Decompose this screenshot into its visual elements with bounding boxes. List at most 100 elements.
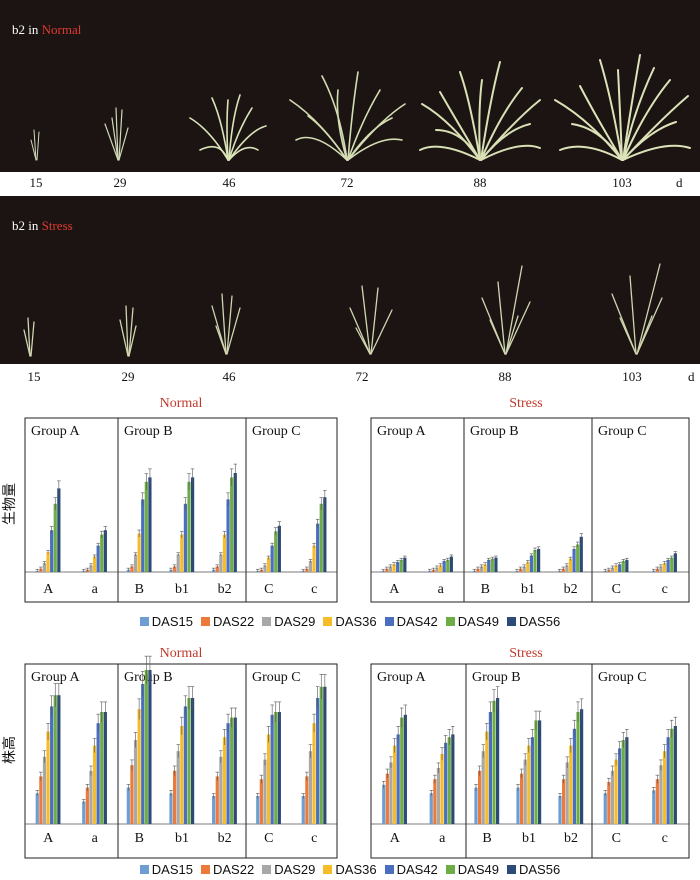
bar (400, 717, 404, 824)
bar (520, 773, 524, 824)
legend-item: DAS49 (445, 614, 499, 629)
bar (92, 556, 97, 572)
group-label: Group A (31, 424, 81, 439)
bar (670, 728, 674, 824)
photo-title-condition: Stress (41, 218, 73, 233)
bar (316, 523, 320, 572)
bar (558, 796, 562, 824)
bar (89, 770, 93, 824)
bar (603, 793, 607, 824)
bar (57, 695, 61, 824)
bar (523, 759, 527, 824)
bar (226, 499, 230, 572)
bar (219, 554, 223, 572)
category-label: b1 (175, 582, 189, 597)
legend-label: DAS49 (457, 614, 499, 629)
day-label: 103 (622, 369, 642, 384)
category-label: b2 (564, 582, 578, 597)
bar (403, 557, 407, 572)
bar (388, 566, 393, 572)
legend-label: DAS56 (519, 862, 561, 877)
height-chart: 株高 Normal Group A A a Group B B b1 b2 Group C C c St… (1, 646, 690, 859)
bar (673, 726, 677, 824)
panel-frame (370, 417, 690, 603)
bar (652, 790, 656, 824)
bar (382, 784, 386, 824)
bar (212, 796, 216, 824)
legend-biomass: DAS15 DAS22 DAS29 DAS36 DAS42 DAS49 DAS56 (0, 614, 700, 632)
group-label: Group C (598, 670, 647, 685)
panel-frame (24, 663, 338, 859)
bar (270, 545, 274, 572)
legend-swatch (200, 617, 210, 626)
day-axis-normal: 15 29 46 72 88 103 d (0, 175, 700, 195)
bar (191, 698, 195, 824)
bar (233, 717, 237, 824)
bar (39, 776, 43, 824)
category-label: A (390, 831, 401, 846)
group-label: Group A (377, 424, 427, 439)
bar (46, 731, 50, 824)
category-label: b1 (175, 831, 189, 846)
bar (130, 765, 134, 824)
bar (436, 768, 441, 824)
bar (323, 686, 327, 824)
bar (673, 553, 677, 572)
bar (183, 503, 187, 572)
legend-label: DAS22 (212, 862, 255, 877)
bar (301, 796, 305, 824)
bar (263, 565, 267, 572)
bar (256, 796, 260, 824)
bar (526, 562, 530, 572)
bar (618, 748, 622, 824)
legend-item: DAS49 (445, 862, 499, 877)
legend-label: DAS36 (335, 862, 377, 877)
bar (487, 559, 491, 572)
category-label: a (438, 582, 445, 597)
category-label: B (135, 582, 144, 597)
category-label: c (662, 582, 668, 597)
bar (100, 534, 104, 572)
bar (312, 723, 316, 824)
category-label: A (43, 582, 54, 597)
bar (263, 759, 267, 824)
y-axis-label: 株高 (1, 736, 18, 764)
bar (537, 548, 541, 572)
bar (662, 563, 667, 572)
legend-swatch (507, 617, 516, 626)
group-label: Group A (377, 670, 427, 685)
day-label: 72 (355, 369, 369, 384)
bar (187, 481, 191, 572)
bar (392, 564, 396, 572)
legend-item: DAS22 (200, 862, 255, 877)
bar (447, 737, 451, 824)
bar (53, 503, 57, 572)
category-label: C (264, 582, 273, 597)
bar (53, 695, 57, 824)
plant-normal-88 (419, 61, 541, 161)
bar (176, 751, 180, 824)
bar (662, 751, 667, 824)
legend-label: DAS15 (151, 862, 193, 877)
bar (103, 712, 107, 824)
bar (141, 499, 145, 572)
bar (173, 770, 177, 824)
legend-swatch (262, 617, 272, 626)
plant-photos-stress (23, 263, 663, 357)
legend-item: DAS56 (507, 862, 560, 877)
bar (259, 779, 263, 824)
bar (516, 787, 520, 824)
legend-swatch (384, 865, 394, 874)
bar (572, 728, 576, 824)
bar (42, 756, 47, 824)
category-label: a (92, 831, 99, 846)
bar (89, 565, 93, 572)
bar (621, 561, 625, 572)
bar (488, 712, 492, 824)
bar (96, 545, 100, 572)
day-label: 29 (121, 369, 135, 384)
panel-frame (24, 417, 338, 603)
legend-item: DAS42 (384, 862, 438, 877)
day-label: 46 (222, 175, 236, 190)
bar (478, 770, 482, 824)
